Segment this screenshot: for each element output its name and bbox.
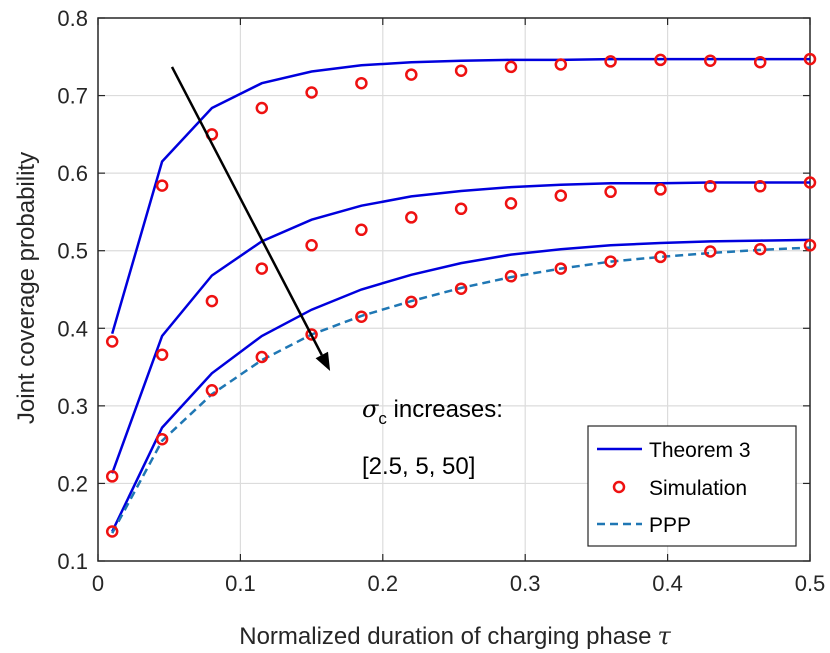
data-point <box>355 76 368 90</box>
data-point <box>255 262 269 275</box>
data-point <box>355 223 368 237</box>
data-point <box>554 189 568 202</box>
series-theorem-line <box>110 57 810 335</box>
series-simulation <box>105 176 817 483</box>
annotation-suffix: increases: <box>387 396 503 423</box>
series-ppp-line <box>111 246 811 534</box>
legend-label-ppp: PPP <box>649 514 691 537</box>
data-point <box>704 180 717 193</box>
data-point <box>753 55 767 69</box>
data-point <box>604 55 617 68</box>
data-point <box>504 197 518 210</box>
data-point <box>504 270 518 283</box>
y-tick-label: 0.4 <box>57 316 88 341</box>
x-tick-label: 0.2 <box>368 571 399 596</box>
annotation-line1: σc increases: <box>362 395 503 428</box>
x-tick-label: 0.4 <box>652 571 683 596</box>
series-simulation <box>105 239 817 538</box>
data-point <box>454 64 468 77</box>
legend-box <box>587 425 797 547</box>
series-theorem-line <box>111 238 811 533</box>
data-point <box>305 86 318 99</box>
annotation-arrow <box>170 66 323 356</box>
annotation-line2: [2.5, 5, 50] <box>362 453 475 480</box>
data-point <box>803 176 817 189</box>
data-point <box>105 470 119 483</box>
data-point <box>155 432 169 446</box>
y-tick-label: 0.8 <box>57 6 88 31</box>
data-point <box>155 179 169 192</box>
x-tick-label: 0.1 <box>225 571 256 596</box>
data-point <box>454 202 468 216</box>
data-point <box>654 250 667 264</box>
y-tick-label: 0.5 <box>57 239 88 264</box>
series-simulation <box>105 52 817 348</box>
data-point <box>105 335 119 348</box>
grid-lines <box>98 18 810 561</box>
data-point <box>205 294 219 308</box>
x-tick-label: 0.5 <box>795 571 826 596</box>
legend-label-simulation: Simulation <box>649 477 747 500</box>
axis-ticks: 0 0.1 0.2 0.3 0.4 0.50.10.20.30.40.50.60.70.8 <box>57 6 825 596</box>
data-point <box>753 242 767 256</box>
data-point <box>255 101 269 115</box>
annotation-subscript: c <box>378 409 387 428</box>
x-axis-label-symbol: τ <box>657 622 671 650</box>
y-tick-label: 0.2 <box>57 471 88 496</box>
legend: Theorem 3 Simulation PPP <box>587 425 797 547</box>
data-point <box>205 384 219 397</box>
data-point <box>405 211 418 224</box>
data-point <box>105 525 119 538</box>
x-tick-label: 0 <box>92 571 104 596</box>
data-point <box>803 52 817 66</box>
y-tick-label: 0.7 <box>57 84 88 109</box>
y-tick-label: 0.1 <box>57 549 88 574</box>
data-point <box>454 282 468 295</box>
data-point <box>155 348 169 361</box>
data-point <box>654 183 667 196</box>
legend-swatch-simulation <box>612 480 626 494</box>
data-point <box>504 60 518 74</box>
x-tick-label: 0.3 <box>510 571 541 596</box>
y-tick-label: 0.3 <box>57 394 88 419</box>
plot-frame <box>97 17 811 562</box>
annotation: σc increases: [2.5, 5, 50] <box>170 66 503 480</box>
data-point <box>753 180 767 193</box>
data-point <box>803 239 817 252</box>
legend-label-theorem: Theorem 3 <box>649 439 751 462</box>
data-point <box>554 58 568 71</box>
data-point <box>255 350 269 364</box>
data-point <box>405 68 418 81</box>
x-axis-label-text: Normalized duration of charging phase <box>239 623 651 650</box>
data-point <box>604 255 617 268</box>
data-point <box>305 239 318 252</box>
data-point <box>405 295 418 309</box>
annotation-symbol: σ <box>362 395 379 423</box>
data-point <box>654 53 667 67</box>
data-point <box>554 262 568 275</box>
data-point <box>704 245 717 258</box>
annotation-arrowhead <box>315 351 331 371</box>
y-axis-label: Joint coverage probability <box>13 152 40 424</box>
series-layer <box>105 52 817 538</box>
data-point <box>704 54 717 67</box>
x-axis-label: Normalized duration of charging phase τ <box>239 622 671 650</box>
data-point <box>305 328 318 341</box>
data-point <box>604 185 617 199</box>
y-tick-label: 0.6 <box>57 161 88 186</box>
series-theorem-line <box>111 181 810 474</box>
data-point <box>355 310 368 323</box>
